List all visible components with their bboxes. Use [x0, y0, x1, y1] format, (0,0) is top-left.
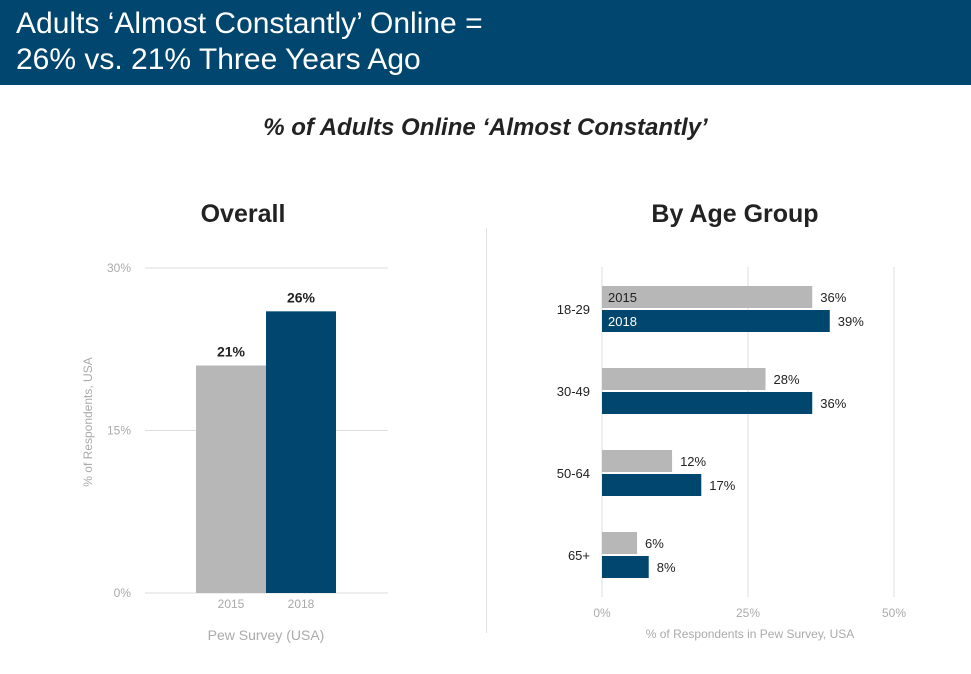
age-bar-50-64-2015 — [602, 450, 673, 472]
age-bar-30-49-2018 — [602, 392, 813, 414]
age-x-axis-label: % of Respondents in Pew Survey, USA — [646, 627, 855, 641]
age-bar-value-label: 8% — [657, 560, 676, 575]
overall-y-tick-label: 30% — [107, 261, 131, 275]
overall-bar-2015 — [196, 365, 266, 593]
overall-chart-title: Overall — [200, 200, 286, 228]
age-category-label: 30-49 — [557, 384, 590, 399]
overall-y-tick-label: 15% — [107, 424, 131, 438]
age-bar-value-label: 6% — [645, 536, 664, 551]
overall-x-tick-label: 2015 — [218, 597, 245, 611]
age-x-tick-label: 0% — [593, 606, 611, 620]
overall-x-tick-label: 2018 — [288, 597, 315, 611]
age-bar-value-label: 36% — [820, 290, 846, 305]
age-bar-18-29-2018 — [602, 310, 830, 332]
overall-bar-value-label: 26% — [287, 289, 316, 305]
age-category-label: 18-29 — [557, 302, 590, 317]
overall-y-axis-label: % of Respondents, USA — [81, 357, 95, 486]
age-x-tick-label: 50% — [882, 606, 906, 620]
header-title-line-1: Adults ‘Almost Constantly’ Online = — [16, 7, 483, 40]
age-series-legend-label: 2018 — [608, 314, 637, 329]
overall-x-axis-label: Pew Survey (USA) — [208, 627, 325, 643]
age-bar-value-label: 28% — [774, 372, 800, 387]
age-series-legend-label: 2015 — [608, 290, 637, 305]
chart-subtitle: % of Adults Online ‘Almost Constantly’ — [263, 114, 708, 141]
header-banner: Adults ‘Almost Constantly’ Online = 26% … — [0, 0, 971, 85]
header-title: Adults ‘Almost Constantly’ Online = 26% … — [16, 6, 483, 78]
age-bar-value-label: 36% — [820, 396, 846, 411]
age-bar-value-label: 39% — [838, 314, 864, 329]
chart-divider — [486, 228, 487, 633]
age-bar-value-label: 17% — [709, 478, 735, 493]
overall-y-tick-label: 0% — [114, 586, 132, 600]
age-bar-18-29-2015 — [602, 286, 813, 308]
age-chart-title: By Age Group — [651, 200, 819, 228]
age-category-label: 65+ — [568, 548, 590, 563]
age-bar-65+-2015 — [602, 532, 638, 554]
age-x-tick-label: 25% — [736, 606, 760, 620]
age-bar-value-label: 12% — [680, 454, 706, 469]
overall-bar-2018 — [266, 311, 336, 593]
age-bar-65+-2018 — [602, 556, 649, 578]
age-bar-30-49-2015 — [602, 368, 766, 390]
overall-bar-value-label: 21% — [217, 344, 246, 360]
age-bar-50-64-2018 — [602, 474, 702, 496]
header-title-line-2: 26% vs. 21% Three Years Ago — [16, 43, 421, 76]
age-category-label: 50-64 — [557, 466, 590, 481]
